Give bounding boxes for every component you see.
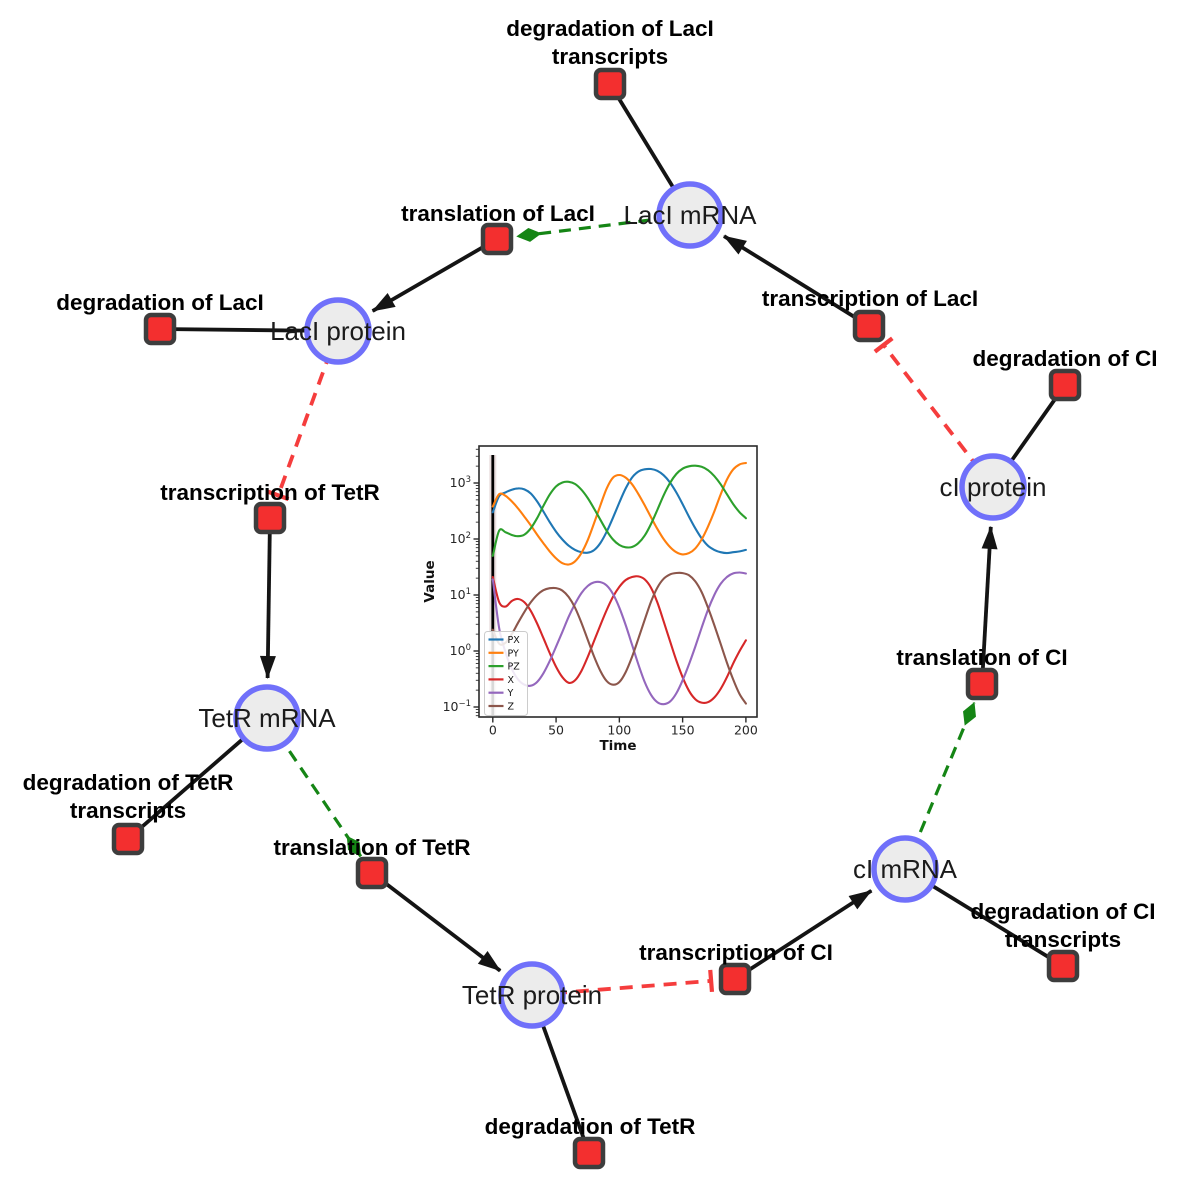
reaction-label-deg-laci-transcripts-line1: degradation of LacI <box>506 16 714 41</box>
reaction-label-deg-ci: degradation of CI <box>973 346 1158 371</box>
reaction-label-deg-laci: degradation of LacI <box>56 290 264 315</box>
reaction-node-deg-ci-transcripts[interactable] <box>1046 949 1080 983</box>
reaction-node-deg-laci-transcripts[interactable] <box>593 67 627 101</box>
chart-legend-label-pz: PZ <box>508 662 521 673</box>
reaction-label-deg-tetr-transcripts-line1: degradation of TetR <box>23 770 234 795</box>
chart-series-px <box>491 467 747 555</box>
chart-x-tick-200: 200 <box>734 723 758 738</box>
chart-y-tick-1e-1: 10−1 <box>443 699 471 714</box>
reaction-node-translation-laci[interactable] <box>480 222 514 256</box>
reaction-node-transcription-tetr[interactable] <box>253 501 287 535</box>
chart-y-tick-1e2: 102 <box>450 531 471 546</box>
species-node-ci-protein[interactable] <box>959 453 1027 521</box>
reaction-node-deg-tetr-transcripts[interactable] <box>111 822 145 856</box>
chart-series-z <box>491 571 747 705</box>
species-node-tetr-mrna[interactable] <box>233 684 301 752</box>
chart-series-y <box>491 571 747 706</box>
species-node-tetr-protein[interactable] <box>498 961 566 1029</box>
reaction-label-transcription-tetr: transcription of TetR <box>160 480 380 505</box>
reaction-label-transcription-ci: transcription of CI <box>639 940 833 965</box>
species-label-ci-mrna: cI mRNA <box>853 854 958 884</box>
reaction-node-transcription-ci[interactable] <box>718 962 752 996</box>
chart-xlabel: Time <box>599 738 636 754</box>
chart-y-tick-1e1: 101 <box>450 587 471 602</box>
chart-legend-label-px: PX <box>508 635 521 646</box>
chart-frame <box>478 445 758 718</box>
labels-layer: LacI mRNA LacI protein TetR mRNA TetR prote… <box>23 16 1158 1139</box>
chart-x-tick-0: 0 <box>489 723 497 738</box>
species-label-laci-mrna: LacI mRNA <box>624 200 758 230</box>
chart-series-x <box>491 575 747 704</box>
chart-legend-label-x: X <box>508 675 515 686</box>
edge-transcription-tetr-to-tetr-mrna <box>259 517 276 679</box>
reaction-label-deg-ci-transcripts-line1: degradation of CI <box>971 899 1156 924</box>
reaction-node-translation-ci[interactable] <box>965 667 999 701</box>
species-node-laci-mrna[interactable] <box>656 181 724 249</box>
chart-y-tick-1e0: 100 <box>450 643 471 658</box>
species-label-tetr-protein: TetR protein <box>462 980 602 1010</box>
chart-series-pz <box>491 464 747 557</box>
edge-translation-laci-to-laci-protein <box>371 237 498 313</box>
species-node-laci-protein[interactable] <box>304 297 372 365</box>
chart-x-tick-100: 100 <box>607 723 631 738</box>
reaction-node-deg-tetr[interactable] <box>572 1136 606 1170</box>
reaction-label-deg-ci-transcripts-line2: transcripts <box>1005 927 1121 952</box>
chart-x-tick-50: 50 <box>548 723 564 738</box>
chart-x-tick-150: 150 <box>671 723 695 738</box>
inset-chart: 0 50 100 150 200 10−1 100 101 102 103 Time Value PX P… <box>422 445 758 754</box>
edge-transcription-ci-to-ci-mrna <box>733 889 873 981</box>
edge-translation-tetr-to-tetr-protein <box>370 871 502 973</box>
chart-legend-box <box>484 631 528 716</box>
chart-ylabel: Value <box>422 560 438 602</box>
reaction-node-deg-laci[interactable] <box>143 312 177 346</box>
chart-legend-label-z: Z <box>508 702 515 713</box>
reaction-label-translation-tetr: translation of TetR <box>273 835 470 860</box>
reaction-label-translation-laci: translation of LacI <box>401 201 595 226</box>
reaction-label-transcription-laci: transcription of LacI <box>762 286 978 311</box>
edge-transcription-laci-to-laci-mrna <box>722 234 871 328</box>
chart-y-tick-1e3: 103 <box>450 475 471 490</box>
species-label-tetr-mrna: TetR mRNA <box>198 703 336 733</box>
species-label-ci-protein: cI protein <box>940 472 1047 502</box>
species-label-laci-protein: LacI protein <box>270 316 406 346</box>
reaction-node-transcription-laci[interactable] <box>852 309 886 343</box>
chart-legend-label-py: PY <box>508 648 520 659</box>
reaction-label-deg-tetr-transcripts-line2: transcripts <box>70 798 186 823</box>
chart-legend-label-y: Y <box>507 688 514 699</box>
chart-series-py <box>491 461 747 566</box>
nodes-layer <box>111 67 1082 1170</box>
reaction-node-translation-tetr[interactable] <box>355 856 389 890</box>
reaction-node-deg-ci[interactable] <box>1048 368 1082 402</box>
reaction-label-translation-ci: translation of CI <box>896 645 1067 670</box>
edge-translation-ci-to-ci-protein <box>980 525 998 685</box>
reaction-label-deg-tetr: degradation of TetR <box>485 1114 696 1139</box>
reaction-label-deg-laci-transcripts-line2: transcripts <box>552 44 668 69</box>
species-node-ci-mrna[interactable] <box>871 835 939 903</box>
